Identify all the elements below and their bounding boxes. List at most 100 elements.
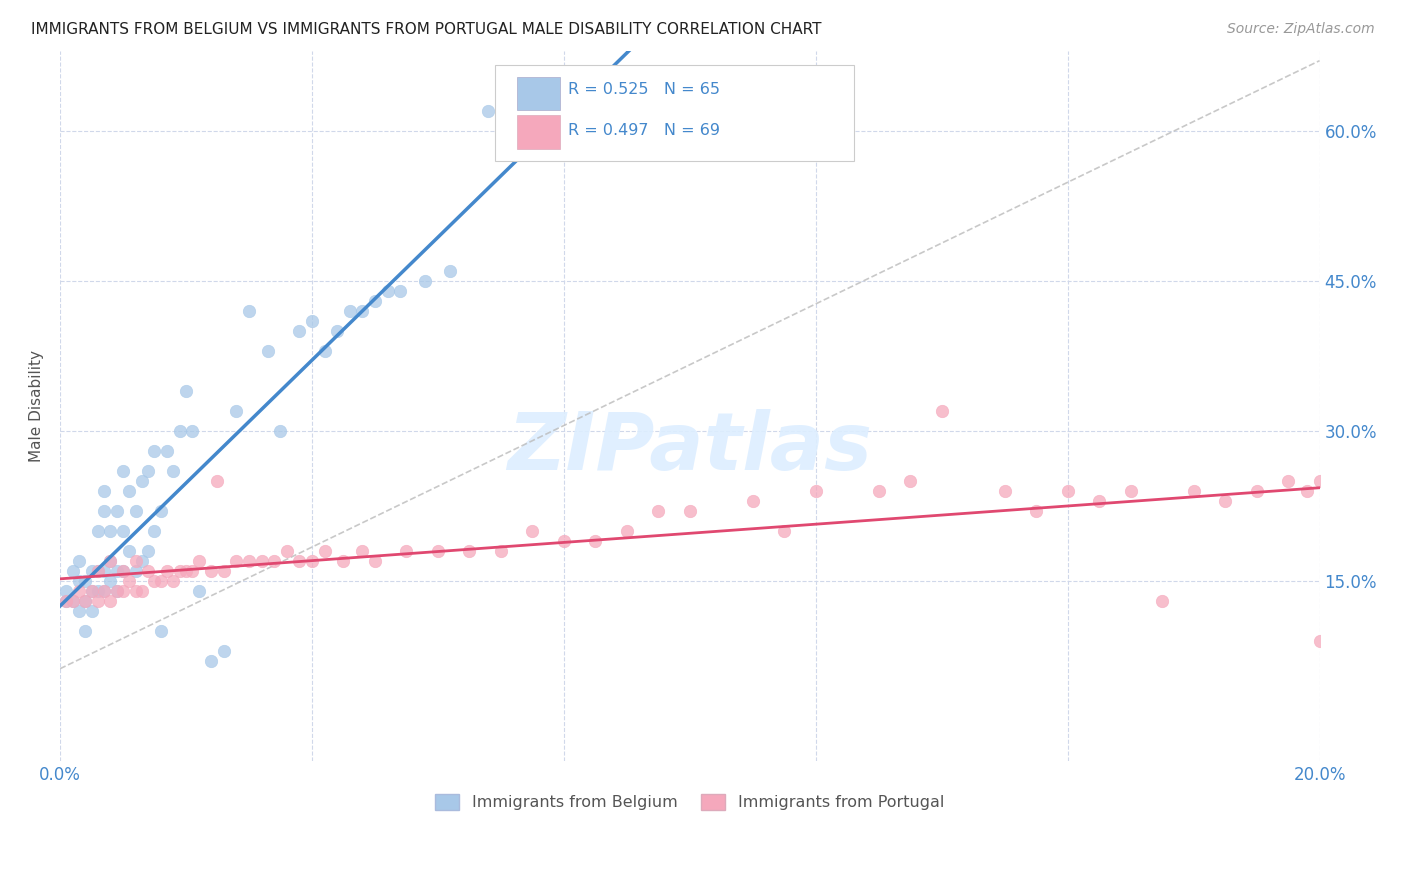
Point [187, 554, 209, 568]
Point [225, 403, 247, 417]
Point [616, 524, 638, 538]
Point [332, 554, 354, 568]
Point [124, 583, 146, 598]
Point [583, 533, 606, 548]
Point [868, 483, 890, 498]
Point [105, 504, 128, 518]
Point [364, 293, 387, 308]
Point [339, 303, 361, 318]
Point [105, 564, 128, 578]
Text: ZIPatlas: ZIPatlas [508, 409, 872, 487]
Point [352, 543, 374, 558]
Point [207, 474, 229, 488]
Point [477, 103, 499, 118]
Point [87, 564, 110, 578]
Point [326, 324, 349, 338]
Legend: Immigrants from Belgium, Immigrants from Portugal: Immigrants from Belgium, Immigrants from… [429, 788, 950, 817]
Point [111, 524, 134, 538]
Point [100, 593, 122, 607]
Point [1246, 483, 1268, 498]
Point [200, 654, 222, 668]
Point [118, 483, 141, 498]
Point [257, 343, 280, 358]
Point [1296, 483, 1319, 498]
Point [149, 574, 172, 588]
Point [352, 303, 374, 318]
FancyBboxPatch shape [495, 65, 853, 161]
Point [143, 524, 166, 538]
Point [931, 403, 953, 417]
Point [87, 564, 110, 578]
Text: Source: ZipAtlas.com: Source: ZipAtlas.com [1227, 22, 1375, 37]
Point [62, 564, 84, 578]
Point [804, 483, 827, 498]
Text: R = 0.497   N = 69: R = 0.497 N = 69 [568, 123, 720, 138]
Point [647, 504, 669, 518]
Point [288, 554, 311, 568]
Point [131, 583, 153, 598]
Point [314, 543, 336, 558]
Point [174, 564, 197, 578]
Point [67, 574, 90, 588]
Point [174, 384, 197, 398]
Point [100, 554, 122, 568]
Point [55, 583, 77, 598]
FancyBboxPatch shape [517, 115, 560, 149]
Point [162, 464, 184, 478]
Point [212, 564, 235, 578]
Point [62, 593, 84, 607]
Point [364, 554, 387, 568]
Point [212, 644, 235, 658]
Point [124, 564, 146, 578]
Point [55, 593, 77, 607]
Point [80, 604, 103, 618]
Point [149, 624, 172, 638]
Point [136, 543, 159, 558]
Point [67, 554, 90, 568]
Point [1056, 483, 1078, 498]
Point [80, 583, 103, 598]
Point [377, 284, 399, 298]
Point [75, 593, 97, 607]
Point [773, 524, 796, 538]
Point [131, 554, 153, 568]
Point [75, 593, 97, 607]
Point [67, 583, 90, 598]
Point [111, 564, 134, 578]
Point [136, 564, 159, 578]
Point [87, 593, 110, 607]
Point [75, 574, 97, 588]
Point [1277, 474, 1299, 488]
Point [93, 504, 115, 518]
Point [111, 583, 134, 598]
Point [679, 504, 702, 518]
Point [1025, 504, 1047, 518]
Point [93, 564, 115, 578]
Point [1182, 483, 1205, 498]
Point [489, 543, 512, 558]
Point [994, 483, 1017, 498]
Point [1309, 474, 1331, 488]
Point [111, 564, 134, 578]
Point [75, 624, 97, 638]
Point [93, 483, 115, 498]
Point [187, 583, 209, 598]
Point [898, 474, 921, 488]
Point [301, 554, 323, 568]
Text: IMMIGRANTS FROM BELGIUM VS IMMIGRANTS FROM PORTUGAL MALE DISABILITY CORRELATION : IMMIGRANTS FROM BELGIUM VS IMMIGRANTS FR… [31, 22, 821, 37]
Point [80, 583, 103, 598]
Point [100, 524, 122, 538]
Point [80, 564, 103, 578]
Point [389, 284, 412, 298]
Point [62, 593, 84, 607]
Point [169, 424, 191, 438]
Point [200, 564, 222, 578]
Point [105, 583, 128, 598]
Point [413, 274, 436, 288]
Point [225, 554, 247, 568]
Point [238, 303, 260, 318]
FancyBboxPatch shape [517, 77, 560, 110]
Y-axis label: Male Disability: Male Disability [30, 350, 44, 462]
Point [131, 474, 153, 488]
Point [118, 574, 141, 588]
